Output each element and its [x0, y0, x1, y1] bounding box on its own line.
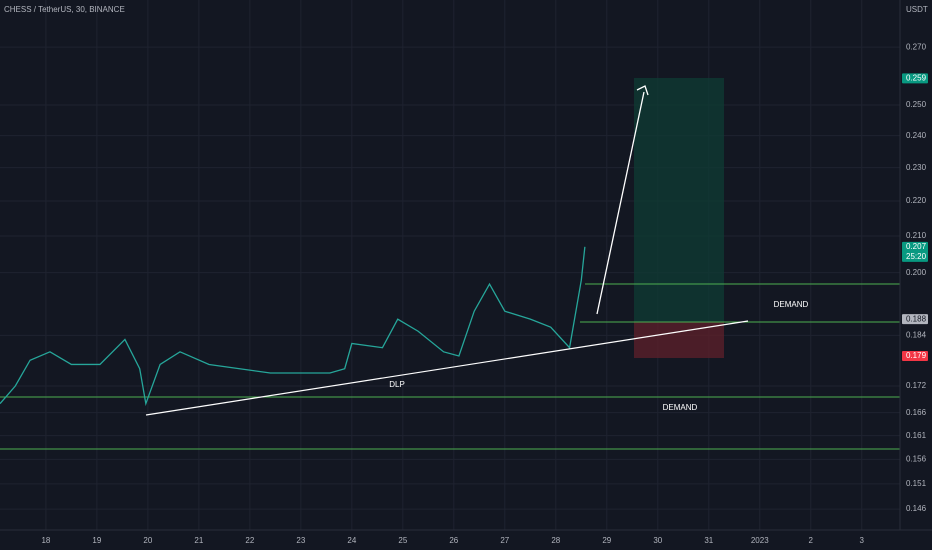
target-zone: [634, 78, 724, 322]
y-tick-label: 0.210: [906, 231, 927, 240]
y-tick-label: 0.230: [906, 163, 927, 172]
price-label-box: [902, 314, 928, 325]
x-tick-label: 28: [551, 536, 560, 545]
x-tick-label: 22: [245, 536, 254, 545]
x-tick-label: 19: [92, 536, 101, 545]
y-tick-label: 0.172: [906, 381, 927, 390]
y-tick-label: 0.146: [906, 504, 927, 513]
y-tick-label: 0.250: [906, 100, 927, 109]
x-tick-label: 27: [500, 536, 509, 545]
x-tick-label: 29: [602, 536, 611, 545]
x-tick-label: 23: [296, 536, 305, 545]
price-label-box: [902, 351, 928, 362]
x-tick-label: 24: [347, 536, 356, 545]
price-label-box: [902, 241, 928, 262]
price-label: 0.179: [906, 351, 927, 360]
trend-line: [145, 320, 749, 416]
y-tick-label: 0.270: [906, 42, 927, 51]
x-tick-label: 25: [398, 536, 407, 545]
annotation: DEMAND: [663, 403, 698, 412]
stop-zone: [634, 322, 724, 358]
x-tick-label: 3: [860, 536, 865, 545]
x-tick-label: 2023: [751, 536, 769, 545]
arrow-head: [636, 85, 649, 96]
y-tick-label: 0.240: [906, 131, 927, 140]
x-tick-label: 26: [449, 536, 458, 545]
x-tick-label: 2: [809, 536, 814, 545]
price-label-box: [902, 73, 928, 84]
x-tick-label: 21: [194, 536, 203, 545]
x-tick-label: 31: [704, 536, 713, 545]
price-label: 0.188: [906, 314, 927, 323]
y-tick-label: 0.220: [906, 196, 927, 205]
chart-title: CHESS / TetherUS, 30, BINANCE: [4, 5, 125, 14]
y-tick-label: 0.161: [906, 431, 927, 440]
annotation: DEMAND: [774, 300, 809, 309]
x-tick-label: 18: [41, 536, 50, 545]
y-tick-label: 0.200: [906, 268, 927, 277]
price-line: [0, 246, 586, 407]
annotation: DLP: [389, 380, 405, 389]
price-label: 0.207: [906, 242, 927, 251]
arrow: [596, 91, 645, 315]
countdown: 25:20: [906, 252, 927, 261]
y-tick-label: 0.184: [906, 330, 927, 339]
y-tick-label: 0.166: [906, 408, 927, 417]
y-tick-label: 0.156: [906, 454, 927, 463]
y-tick-label: 0.151: [906, 479, 927, 488]
x-tick-label: 30: [653, 536, 662, 545]
price-label: 0.259: [906, 74, 927, 83]
x-tick-label: 20: [143, 536, 152, 545]
axis-unit: USDT: [906, 5, 928, 14]
